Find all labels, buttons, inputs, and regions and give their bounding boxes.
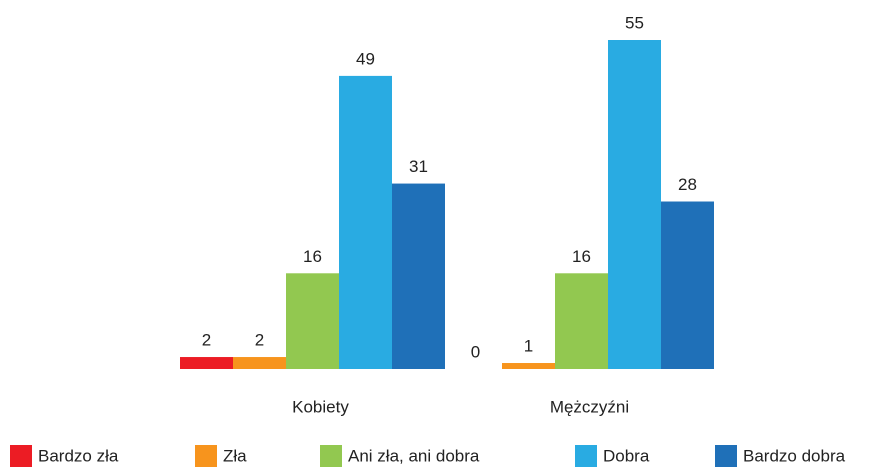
value-label: 49 bbox=[356, 49, 375, 68]
value-label: 55 bbox=[625, 13, 644, 32]
bar bbox=[661, 201, 714, 369]
legend-label: Zła bbox=[223, 446, 247, 465]
legend-label: Bardzo zła bbox=[38, 446, 119, 465]
legend-label: Bardzo dobra bbox=[743, 446, 846, 465]
value-label: 0 bbox=[471, 342, 480, 361]
legend-swatch bbox=[715, 445, 737, 467]
value-label: 16 bbox=[303, 247, 322, 266]
x-tick-label: Mężczyźni bbox=[550, 397, 629, 416]
legend-label: Dobra bbox=[603, 446, 650, 465]
value-label: 16 bbox=[572, 247, 591, 266]
bar bbox=[608, 40, 661, 369]
x-tick-label: Kobiety bbox=[292, 397, 349, 416]
value-label: 31 bbox=[409, 157, 428, 176]
legend-swatch bbox=[195, 445, 217, 467]
legend-swatch bbox=[10, 445, 32, 467]
value-label: 2 bbox=[255, 331, 264, 350]
bar bbox=[286, 273, 339, 369]
bar bbox=[555, 273, 608, 369]
value-label: 2 bbox=[202, 331, 211, 350]
bar bbox=[339, 75, 392, 370]
legend-swatch bbox=[575, 445, 597, 467]
legend-swatch bbox=[320, 445, 342, 467]
value-label: 28 bbox=[678, 175, 697, 194]
value-label: 1 bbox=[524, 337, 533, 356]
bar bbox=[502, 363, 555, 369]
legend-label: Ani zła, ani dobra bbox=[348, 446, 480, 465]
bar bbox=[233, 357, 286, 369]
bar bbox=[392, 183, 445, 369]
bar bbox=[180, 357, 233, 369]
